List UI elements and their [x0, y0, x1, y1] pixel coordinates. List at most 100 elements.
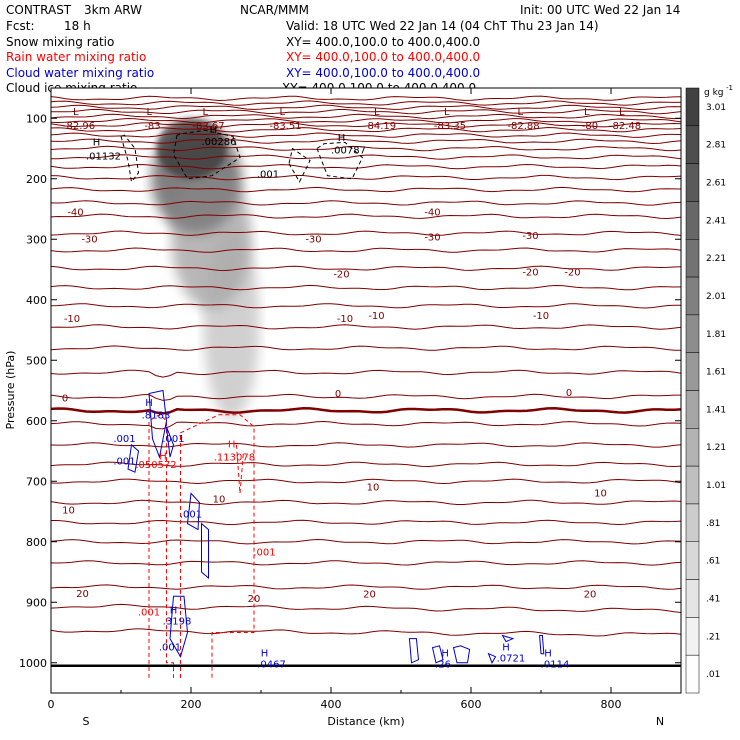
temperature-label: 10 [367, 482, 380, 493]
colorbar-swatch [685, 390, 700, 429]
cloud-water-label: .001 [162, 434, 184, 445]
temperature-contour-line [51, 538, 681, 545]
colorbar-label: 1.01 [706, 481, 726, 491]
temperature-contour-line [51, 560, 681, 566]
y-tick-label: 900 [26, 596, 47, 609]
temperature-contour-line [51, 138, 681, 145]
temperature-contour-line [51, 213, 681, 220]
colorbar-label: .81 [706, 519, 720, 529]
temperature-contour-line [51, 174, 681, 181]
colorbar-swatch [685, 541, 700, 580]
cloud-water-label: .001 [113, 434, 135, 445]
colorbar-label: 2.61 [706, 179, 726, 189]
cloud-water-label: H [261, 649, 269, 660]
cloud-ice-contour [316, 141, 364, 180]
colorbar-label: 1.41 [706, 405, 726, 415]
cloud-water-label: .001 [113, 456, 135, 467]
temperature-label: 10 [62, 505, 75, 516]
model-name: 3km ARW [84, 3, 142, 17]
minimum-marker-L: L [147, 107, 153, 118]
minimum-value: -82.96 [63, 121, 95, 132]
x-tick-label: 400 [321, 698, 342, 711]
temperature-label: -10 [368, 311, 384, 322]
temperature-contour-line [51, 100, 681, 106]
y-tick-label: 200 [26, 173, 47, 186]
minimum-marker-L: L [374, 107, 380, 118]
ice-label: .00286 [202, 137, 237, 148]
legend-snow: Snow mixing ratio [6, 35, 114, 49]
colorbar-unit: g kg [704, 88, 724, 98]
temperature-label: -30 [305, 234, 321, 245]
cloud-ice-contour [172, 129, 241, 180]
minimum-value: -84.19 [364, 121, 396, 132]
rain-label: .050572 [135, 460, 176, 471]
center-name: NCAR/MMM [240, 3, 309, 17]
cloud-water-contour [166, 426, 175, 458]
cloud-water-label: .26 [435, 660, 451, 671]
colorbar-swatch [685, 465, 700, 505]
y-tick-label: 500 [26, 354, 47, 367]
temperature-contour-line [51, 420, 681, 430]
legend-rain-xy: XY= 400.0,100.0 to 400.0,400.0 [286, 50, 480, 64]
y-tick-label: 700 [26, 475, 47, 488]
temperature-label: -10 [337, 314, 353, 325]
temperature-label: -20 [564, 268, 580, 279]
fcst-label: Fcst: [6, 19, 35, 33]
temperature-label: 20 [76, 589, 89, 600]
temperature-contour-line [51, 117, 681, 124]
y-tick-label: 600 [26, 415, 47, 428]
cloud-water-contours [127, 389, 545, 664]
colorbar-swatch [685, 579, 700, 618]
temperature-label: 20 [248, 594, 261, 605]
x-tick-label: 0 [48, 698, 55, 711]
colorbar-unit-exp: -1 [726, 84, 733, 92]
plot-area: 0 0 0 -10 -10 -10 -10 -20 -20 -20 -30 -30 -30 -30 -40 -… [19, 87, 682, 711]
temperature-contour-line [51, 499, 681, 506]
cloud-water-label: .0467 [257, 660, 286, 671]
temperature-contour-line [51, 519, 681, 526]
temperature-label: -10 [64, 314, 80, 325]
cloud-ice-contour [288, 147, 311, 183]
temperature-label: 10 [594, 488, 607, 499]
temperature-contour-line [51, 303, 681, 309]
cloud-water-contour [408, 638, 420, 664]
minimum-value: -83.67 [192, 121, 224, 132]
minimum-marker-L: L [73, 107, 79, 118]
ice-label: .01132 [86, 151, 121, 162]
ice-label: .001 [257, 170, 279, 181]
minimum-value: -82.48 [609, 121, 641, 132]
temperature-contour-line [51, 163, 681, 170]
rain-label: .113078 [214, 453, 255, 464]
minimum-marker-L: L [203, 107, 209, 118]
temperature-contours [51, 95, 681, 668]
temperature-contour-line [51, 345, 681, 351]
temperature-label: 10 [213, 494, 226, 505]
temperature-contour-line [51, 113, 681, 120]
colorbar-swatch [685, 239, 700, 278]
ice-label: H [93, 137, 101, 148]
north-marker: N [656, 715, 664, 728]
temperature-label: -30 [424, 232, 440, 243]
temperature-contour-line [51, 628, 681, 637]
minimum-value: -83.35 [434, 121, 466, 132]
temperature-contour-line [51, 284, 681, 291]
cloud-water-contour [431, 645, 444, 664]
project-title: CONTRAST [6, 3, 72, 17]
colorbar-label: 3.01 [706, 103, 726, 113]
temperature-contour-line [51, 247, 681, 253]
colorbar-label: .61 [706, 557, 720, 567]
cloud-water-label: .3198 [163, 617, 192, 628]
temperature-contour-line [51, 265, 681, 272]
colorbar-swatch [685, 314, 700, 353]
cloud-water-contour [169, 595, 189, 658]
colorbar-swatch [685, 654, 700, 694]
minimum-marker-L: L [584, 107, 590, 118]
minimum-value: -82.88 [507, 121, 539, 132]
temperature-contour-line [51, 126, 681, 133]
minimum-value: -80 [582, 121, 598, 132]
cloud-water-label: H [441, 649, 449, 660]
temperature-contour-line [51, 108, 681, 115]
cloud-ice-contour [120, 134, 140, 184]
rain-contour [236, 444, 244, 494]
